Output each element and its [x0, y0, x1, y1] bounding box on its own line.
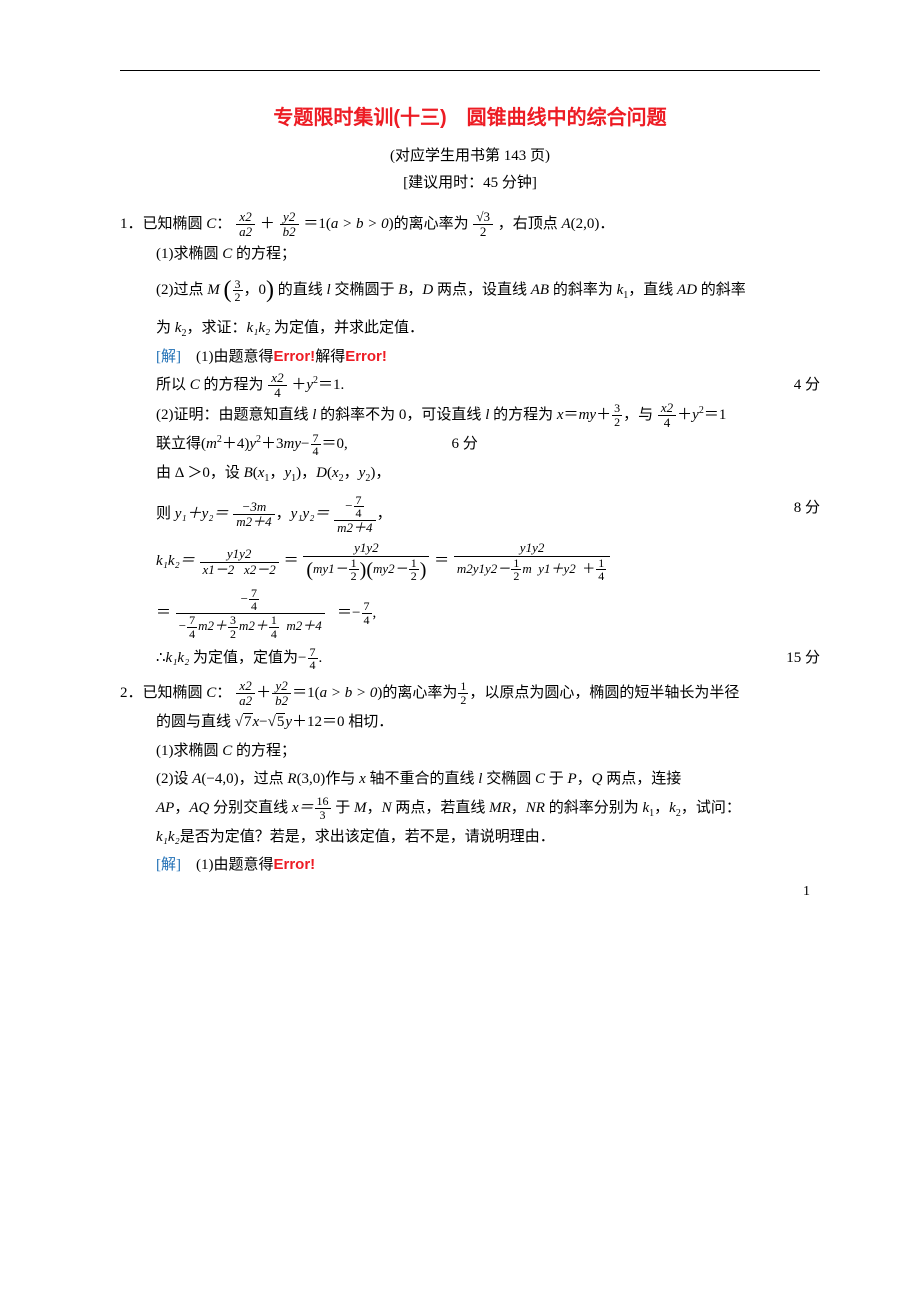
q1-k1k2-expr2: ＝ −74 −74m2＋32m2＋14 m2＋4 ＝−74, [120, 587, 820, 640]
top-rule [120, 70, 820, 71]
main-title: 专题限时集训(十三) 圆锥曲线中的综合问题 [120, 101, 820, 130]
q2-part2-l3: k₁k₂是否为定值？若是，求出该定值，若不是，请说明理由． [120, 823, 820, 852]
score-8: 8 分 [794, 494, 820, 523]
q2-stem: 2．已知椭圆 C： x2a2＋y2b2＝1(a > b > 0)的离心率为12，… [120, 679, 820, 709]
q1-number: 1． [120, 216, 143, 232]
q2-stem-l2: 的圆与直线 √7x−√5y＋12＝0 相切． [120, 708, 820, 737]
q2-part2-l1: (2)设 A(−4,0)，过点 R(3,0)作与 x 轴不重合的直线 l 交椭圆… [120, 765, 820, 794]
subtitle: (对应学生用书第 143 页) [120, 144, 820, 165]
frac-y2-b2: y2b2 [280, 210, 299, 240]
q1-k1k2-expr: k₁k₂＝ y1y2 x1－2 x2－2 ＝ y1y2 (my1－12)(my2… [120, 541, 820, 582]
page-number: 1 [803, 884, 810, 900]
q1-sol2-vieta: 则 y₁＋y₂＝ −3mm2＋4，y₁y₂＝ −74m2＋4， 8 分 [120, 494, 820, 535]
solution-label: [解] [156, 857, 181, 873]
solution-label: [解] [156, 349, 181, 365]
time-hint: [建议用时：45 分钟] [120, 171, 820, 192]
q1-stem: 1．已知椭圆 C： x2a2 ＋ y2b2 ＝1(a > b > 0)的离心率为… [120, 210, 820, 240]
q1-sol1-line2: 所以 C 的方程为 x24 ＋y2＝1. 4 分 [120, 371, 820, 401]
frac-sqrt3-2: √32 [473, 210, 493, 240]
error-text: Error! [345, 348, 387, 365]
q2-part2-l2: AP，AQ 分别交直线 x＝163 于 M，N 两点，若直线 MR，NR 的斜率… [120, 794, 820, 823]
score-15: 15 分 [786, 644, 820, 673]
error-text: Error! [274, 856, 316, 873]
q1-conclusion: ∴k₁k₂ 为定值，定值为−74. 15 分 [120, 644, 820, 673]
error-text: Error! [274, 348, 316, 365]
q2-part1: (1)求椭圆 C 的方程； [120, 737, 820, 766]
q1-sol2-delta: 由 Δ ＞0，设 B(x1，y1)，D(x2，y2)， [120, 459, 820, 488]
frac-x2-a2: x2a2 [236, 210, 255, 240]
q1-part2-line2: 为 k2，求证：k₁k₂ 为定值，并求此定值． [120, 314, 820, 343]
q1-sol2-line1: (2)证明：由题意知直线 l 的斜率不为 0，可设直线 l 的方程为 x＝my＋… [120, 401, 820, 431]
q1-part1: (1)求椭圆 C 的方程； [120, 240, 820, 269]
score-4: 4 分 [794, 371, 820, 400]
q1-sol1-line1: [解] (1)由题意得Error!解得Error! [120, 343, 820, 372]
q2-sol: [解] (1)由题意得Error! [120, 851, 820, 880]
score-6: 6 分 [452, 436, 478, 452]
q1-part2-line1: (2)过点 M (32，0) 的直线 l 交椭圆于 B，D 两点，设直线 AB … [120, 268, 820, 314]
q1-sol2-line2: 联立得(m2＋4)y2＋3my−74＝0, 6 分 [120, 430, 820, 459]
